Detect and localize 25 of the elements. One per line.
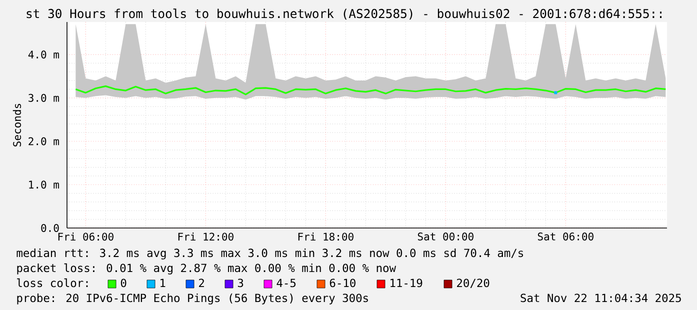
legend-label: 3: [238, 278, 244, 288]
y-tick-label: 2.0 m: [28, 137, 59, 146]
legend-label: 20/20: [457, 278, 490, 288]
legend-label: 1: [160, 278, 166, 287]
x-tick-label: Sat 00:00: [418, 232, 474, 240]
legend-label: 4-5: [276, 278, 296, 288]
chart-title: st 30 Hours from tools to bouwhuis.network (AS202585) - bouwhuis02 - 2001:678:d64:555::: [26, 8, 662, 20]
legend-label: 11-19: [390, 278, 422, 288]
text: probe: 20 IPv6-ICMP Echo Pings (56 Bytes) every 300s: [17, 293, 368, 304]
legend-label: 2: [199, 278, 204, 287]
y-tick-label: 4.0 m: [28, 50, 59, 59]
legend-label: 0: [120, 278, 126, 288]
legend-label: 6-10: [330, 278, 356, 288]
legend-title: loss color:: [17, 278, 88, 288]
text: packet loss: 0.01 % avg 2.87 % max 0.00 % min 0.00 % now: [17, 263, 396, 274]
x-tick-label: Sat 06:00: [538, 232, 594, 240]
y-axis-title: Seconds: [12, 104, 22, 146]
x-tick-label: Fri 06:00: [58, 232, 114, 241]
y-tick-label: 1.0 m: [29, 180, 59, 189]
y-tick-label: 3.0 m: [28, 94, 59, 102]
y-tick-label: 0.0: [41, 224, 59, 232]
text: median rtt: 3.2 ms avg 3.3 ms max 3.0 ms min 3.2 ms now 0.0 ms sd 70.4 am/s: [16, 248, 524, 260]
x-tick-label: Fri 18:00: [298, 232, 354, 241]
text: Sat Nov 22 11:04:34 2025: [520, 294, 681, 302]
x-tick-label: Fri 12:00: [178, 232, 234, 241]
